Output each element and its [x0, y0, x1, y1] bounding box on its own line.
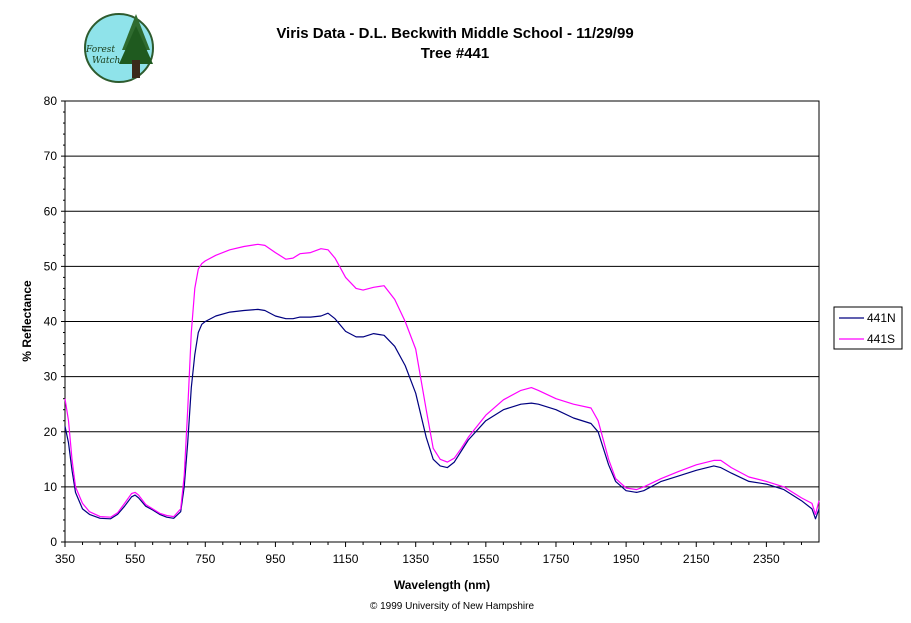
- copyright-footer: © 1999 University of New Hampshire: [370, 601, 535, 612]
- legend: 441N 441S: [833, 306, 903, 350]
- logo-text-forest: Forest: [85, 45, 115, 55]
- y-tick-label-0: 0: [50, 535, 57, 549]
- x-tick-label-2350: 2350: [753, 552, 780, 566]
- x-tick-label-2150: 2150: [683, 552, 710, 566]
- y-axis-ticks: 0 10 20 30 40 50 60 70 80: [44, 94, 65, 549]
- x-tick-label-1350: 1350: [402, 552, 429, 566]
- y-tick-label-10: 10: [44, 480, 58, 494]
- y-tick-label-70: 70: [44, 149, 58, 163]
- x-tick-label-550: 550: [125, 552, 145, 566]
- gridlines: [65, 155, 819, 488]
- y-tick-label-40: 40: [44, 315, 58, 329]
- x-axis-label: Wavelength (nm): [394, 578, 490, 592]
- x-tick-label-1150: 1150: [333, 552, 359, 566]
- y-tick-label-30: 30: [44, 370, 58, 384]
- x-axis-ticks: 350 550 750 950 1150 1350 1550 1750 1950 2150 2350: [55, 542, 802, 566]
- y-axis-label: % Reflectance: [20, 280, 34, 362]
- x-tick-label-750: 750: [195, 552, 215, 566]
- x-tick-label-1550: 1550: [472, 552, 499, 566]
- legend-box: [833, 306, 903, 350]
- y-tick-label-20: 20: [44, 425, 58, 439]
- y-tick-label-60: 60: [44, 204, 58, 218]
- x-tick-label-1950: 1950: [613, 552, 640, 566]
- x-tick-label-950: 950: [265, 552, 285, 566]
- logo-text-watch: Watch: [92, 56, 120, 66]
- x-tick-label-1750: 1750: [543, 552, 570, 566]
- series-line-441n: [64, 308, 820, 520]
- forest-watch-logo: Forest Watch: [84, 13, 154, 83]
- chart-subtitle: Tree #441: [421, 45, 489, 62]
- legend-label-441n: 441N: [867, 311, 896, 325]
- y-tick-label-80: 80: [44, 94, 58, 108]
- tree-icon: [119, 14, 153, 78]
- series-lines: [64, 243, 820, 520]
- x-tick-label-350: 350: [55, 552, 75, 566]
- y-tick-label-50: 50: [44, 259, 58, 273]
- legend-label-441s: 441S: [867, 332, 895, 346]
- chart-title: Viris Data - D.L. Beckwith Middle School…: [276, 25, 633, 42]
- series-line-441s: [64, 243, 820, 518]
